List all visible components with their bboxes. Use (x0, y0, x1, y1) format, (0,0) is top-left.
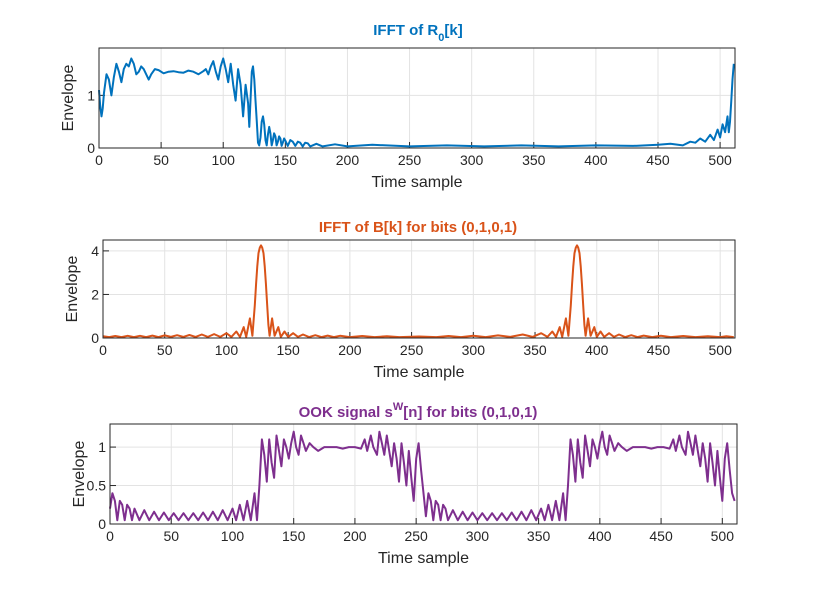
chart-title: OOK signal sW[n] for bits (0,1,0,1) (299, 401, 538, 421)
x-tick-label: 250 (398, 152, 422, 168)
x-tick-label: 200 (343, 528, 367, 544)
x-tick-label: 500 (708, 152, 732, 168)
y-axis-label: Envelope (64, 256, 81, 323)
x-axis-label: Time sample (372, 174, 463, 191)
x-tick-label: 300 (466, 528, 490, 544)
y-tick-label: 0.5 (87, 478, 107, 494)
y-axis-label: Envelope (60, 65, 77, 132)
series-line (109, 430, 736, 522)
x-tick-label: 400 (584, 152, 608, 168)
x-tick-label: 450 (649, 528, 673, 544)
chart-title: IFFT of R0[k] (373, 22, 462, 44)
y-tick-label: 0 (98, 516, 106, 532)
axes-box (109, 423, 738, 525)
x-tick-label: 200 (338, 342, 362, 358)
axes-box (102, 239, 736, 339)
x-tick-label: 400 (588, 528, 612, 544)
x-tick-label: 500 (709, 342, 733, 358)
x-tick-label: 200 (336, 152, 360, 168)
x-axis-label: Time sample (378, 550, 469, 567)
x-tick-label: 500 (711, 528, 735, 544)
x-tick-label: 300 (460, 152, 484, 168)
x-tick-label: 50 (153, 152, 169, 168)
x-tick-label: 400 (585, 342, 609, 358)
series-line (102, 244, 734, 339)
x-tick-label: 350 (523, 342, 547, 358)
x-tick-label: 100 (212, 152, 236, 168)
x-tick-label: 0 (106, 528, 114, 544)
x-tick-label: 150 (276, 342, 300, 358)
plot-ook-signal: OOK signal sW[n] for bits (0,1,0,1) 0 50 1… (71, 401, 738, 567)
x-tick-label: 150 (274, 152, 298, 168)
x-tick-label: 350 (522, 152, 546, 168)
x-axis-label: Time sample (374, 364, 465, 381)
x-tick-label: 450 (646, 152, 670, 168)
y-tick-label: 1 (98, 439, 106, 455)
series-line (98, 57, 735, 148)
y-tick-label: 4 (91, 243, 99, 259)
plot-ifft-r0: IFFT of R0[k] 0 50 100 150 200 250 300 350 400 45… (60, 22, 736, 191)
chart-title: IFFT of B[k] for bits (0,1,0,1) (319, 219, 517, 236)
x-tick-label: 250 (404, 528, 428, 544)
x-tick-label: 0 (99, 342, 107, 358)
y-axis-label: Envelope (71, 441, 88, 508)
x-tick-label: 100 (221, 528, 245, 544)
x-tick-label: 300 (462, 342, 486, 358)
y-tick-label: 2 (91, 286, 99, 302)
y-tick-label: 1 (87, 87, 95, 103)
x-tick-label: 150 (282, 528, 306, 544)
x-tick-label: 50 (157, 342, 173, 358)
x-tick-label: 250 (400, 342, 424, 358)
y-tick-label: 0 (87, 140, 95, 156)
plot-ifft-b: IFFT of B[k] for bits (0,1,0,1) 0 50 100 15… (64, 219, 736, 381)
x-tick-label: 450 (647, 342, 671, 358)
y-tick-label: 0 (91, 330, 99, 346)
x-tick-label: 350 (527, 528, 551, 544)
x-tick-label: 0 (95, 152, 103, 168)
x-tick-label: 50 (163, 528, 179, 544)
axes-box (98, 47, 736, 149)
x-tick-label: 100 (215, 342, 239, 358)
